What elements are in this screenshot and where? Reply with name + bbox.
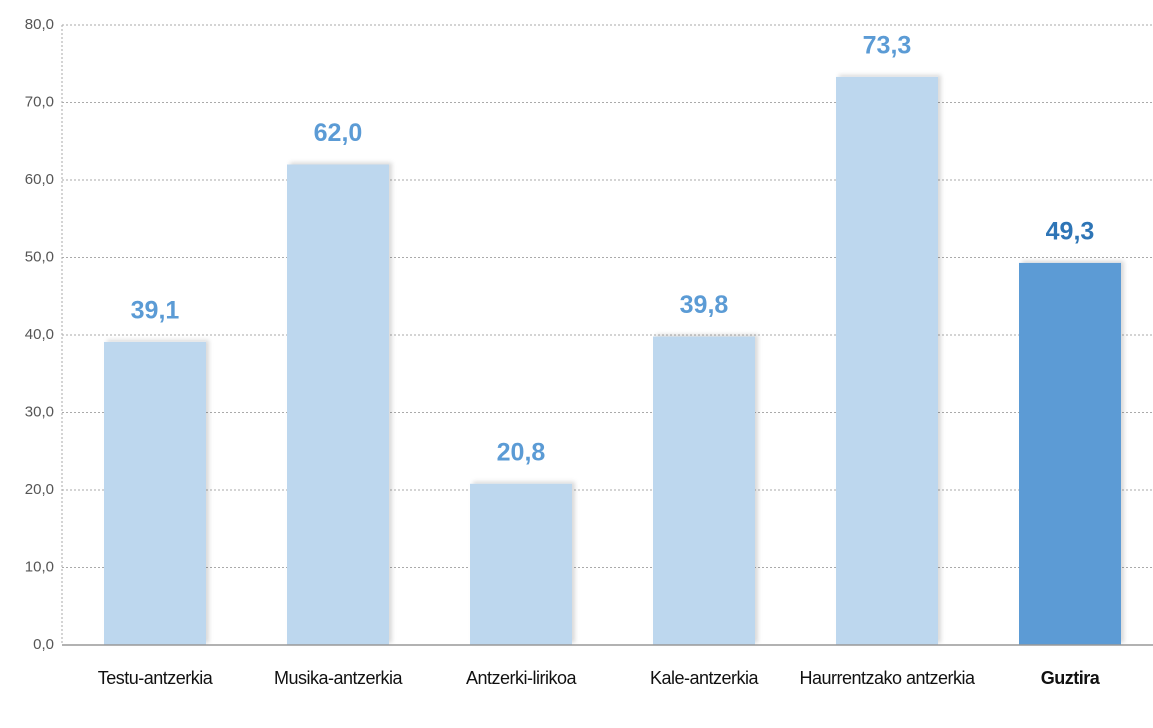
bar: [653, 336, 755, 645]
bar: [836, 76, 938, 646]
value-label: 39,1: [131, 297, 180, 325]
value-label: 62,0: [314, 119, 363, 147]
bar: [470, 483, 572, 645]
x-tick-label: Haurrentzako antzerkia: [799, 668, 975, 688]
value-label: 73,3: [863, 32, 912, 60]
y-tick-label: 70,0: [25, 93, 54, 110]
x-tick-label: Musika-antzerkia: [273, 668, 403, 688]
y-tick-label: 0,0: [33, 636, 54, 653]
x-tick-label: Guztira: [1040, 668, 1100, 688]
x-tick-label: Testu-antzerkia: [97, 668, 213, 688]
bar: [1019, 262, 1121, 645]
y-tick-label: 40,0: [25, 326, 54, 343]
y-tick-label: 20,0: [25, 481, 54, 498]
value-label: 39,8: [680, 291, 729, 319]
bar: [287, 164, 389, 645]
x-tick-label: Kale-antzerkia: [649, 668, 759, 688]
y-tick-label: 50,0: [25, 248, 54, 265]
y-tick-label: 60,0: [25, 171, 54, 188]
y-tick-label: 10,0: [25, 558, 54, 575]
y-tick-label: 30,0: [25, 403, 54, 420]
value-label: 49,3: [1046, 218, 1095, 246]
y-tick-label: 80,0: [25, 16, 54, 33]
x-tick-label: Antzerki-lirikoa: [465, 668, 577, 688]
value-label: 20,8: [497, 438, 546, 466]
bar: [104, 341, 206, 645]
